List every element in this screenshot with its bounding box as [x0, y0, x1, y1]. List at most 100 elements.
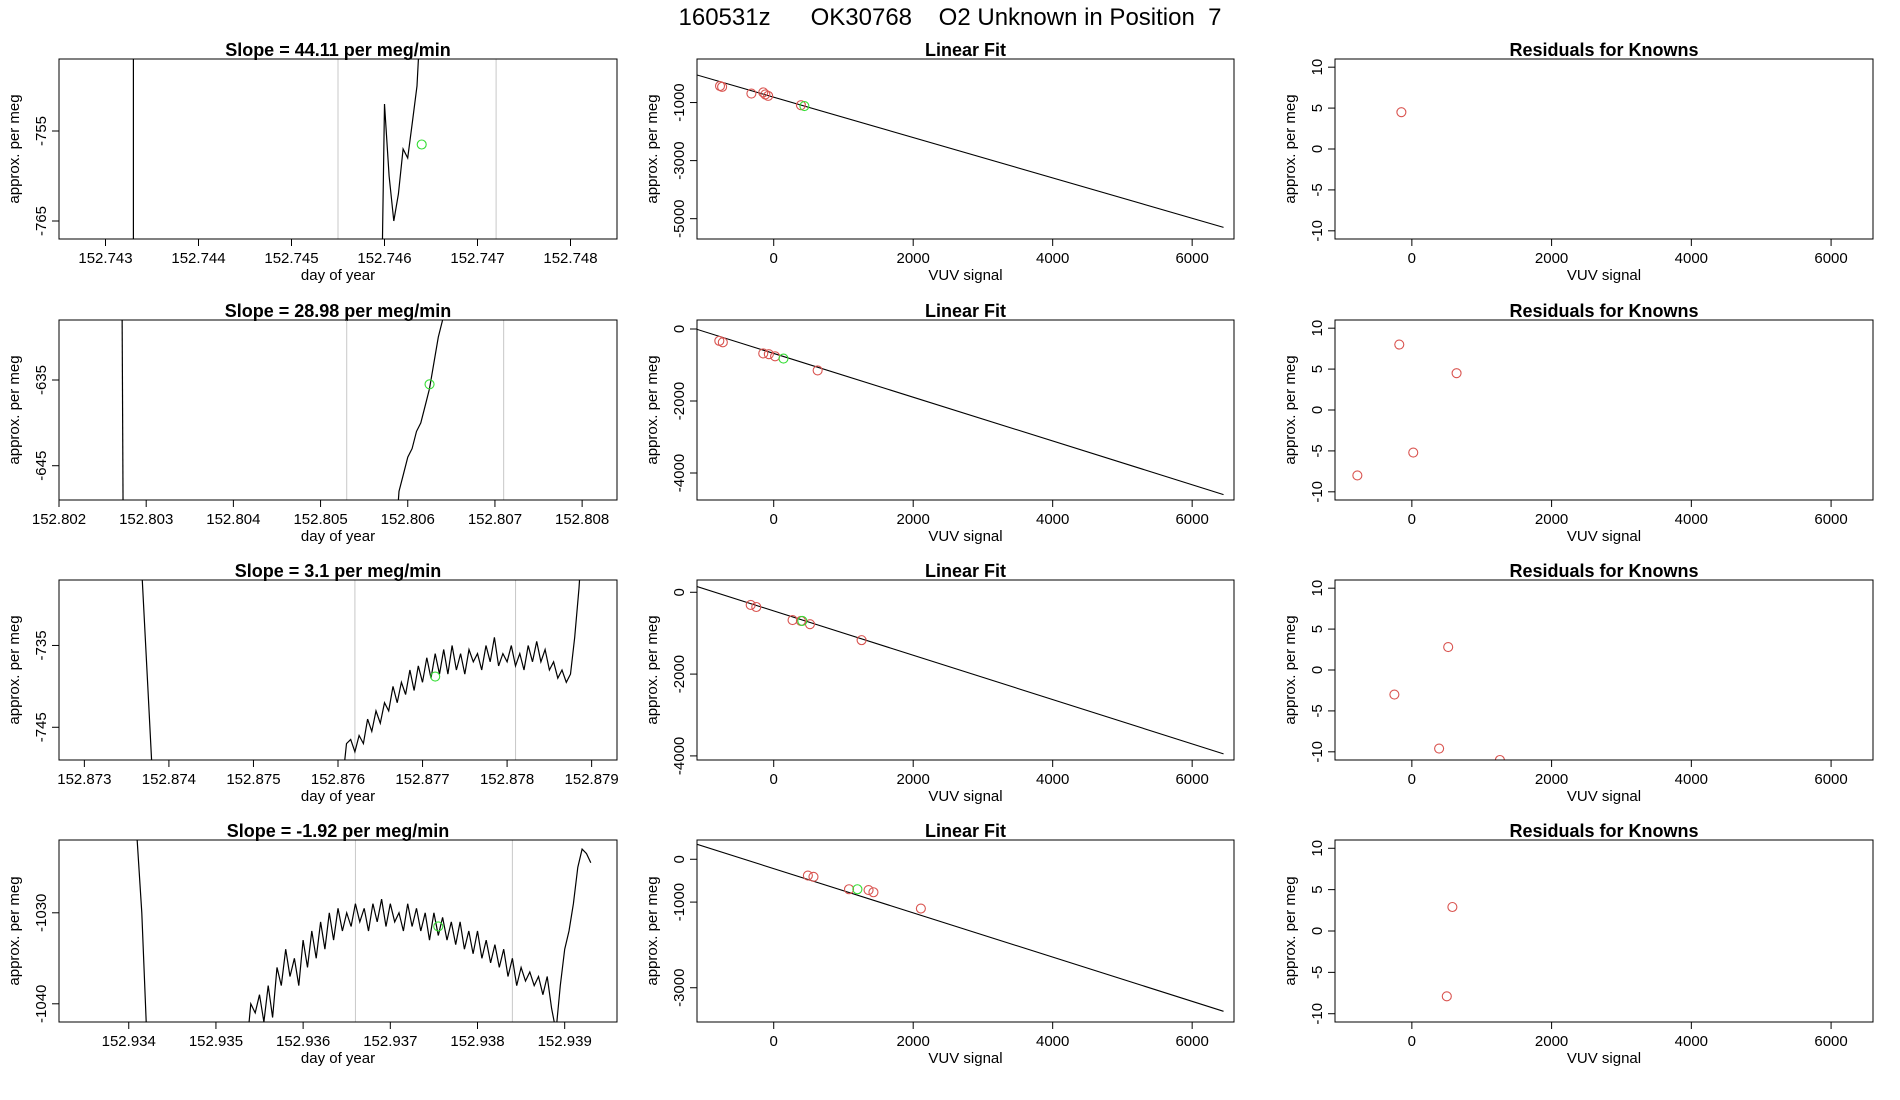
known-point	[758, 348, 769, 359]
y-tick-label: -5	[1309, 444, 1326, 457]
y-tick-label: -4000	[671, 737, 688, 775]
fit-line	[697, 328, 1224, 496]
panel-title: Linear Fit	[925, 40, 1006, 60]
x-tick-label: 2000	[1535, 250, 1568, 267]
unknown-point	[433, 921, 444, 932]
y-tick-label: 0	[671, 855, 688, 863]
panel-title: Slope = 44.11 per meg/min	[225, 40, 451, 60]
y-axis-label: approx. per meg	[1282, 94, 1299, 203]
plot-area	[1441, 901, 1458, 1002]
y-tick-label: -10	[1309, 220, 1326, 242]
x-tick-label: 152.744	[171, 250, 225, 267]
y-tick-label: 10	[1309, 59, 1326, 76]
known-point	[1352, 470, 1363, 481]
plot-area	[1352, 339, 1462, 481]
x-tick-label: 152.807	[468, 511, 522, 528]
panel-title: Residuals for Knowns	[1509, 301, 1698, 321]
x-tick-label: 152.747	[450, 250, 504, 267]
x-tick-label: 0	[1408, 1033, 1416, 1050]
x-tick-label: 2000	[897, 771, 930, 788]
x-tick-label: 152.743	[78, 250, 132, 267]
x-tick-label: 0	[1408, 511, 1416, 528]
y-axis-label: approx. per meg	[1282, 615, 1299, 724]
y-tick-label: 0	[671, 325, 688, 333]
known-point	[760, 89, 771, 100]
x-tick-label: 0	[1408, 250, 1416, 267]
y-tick-label: -4000	[671, 454, 688, 492]
x-tick-label: 152.939	[538, 1033, 592, 1050]
plot-area	[697, 843, 1224, 1012]
y-tick-label: -5	[1309, 183, 1326, 196]
x-axis-label: day of year	[301, 267, 375, 284]
y-tick-label: 0	[1309, 927, 1326, 935]
known-point	[1447, 901, 1458, 913]
y-tick-label: -1030	[33, 894, 50, 932]
plot-frame	[1334, 58, 1874, 240]
plot-frame	[58, 319, 618, 501]
x-tick-label: 152.938	[450, 1033, 504, 1050]
y-tick-label: 5	[1309, 365, 1326, 373]
panel-title: Residuals for Knowns	[1509, 821, 1698, 841]
y-axis-label: approx. per meg	[1282, 876, 1299, 985]
x-tick-label: 6000	[1175, 250, 1208, 267]
known-point	[751, 601, 762, 613]
fit-line	[697, 74, 1224, 228]
y-axis-label: approx. per meg	[644, 615, 661, 724]
panel-scatter-2-2: Residuals for Knowns 0 2000 4000 6000 10 5 0 -5 -…	[1282, 561, 1874, 805]
known-point	[1434, 743, 1445, 754]
plot-frame	[1334, 579, 1874, 761]
panel-line-2-0: Slope = 3.1 per meg/min 152.873 152.874 152…	[6, 561, 619, 805]
x-axis-label: VUV signal	[928, 528, 1002, 545]
x-tick-label: 4000	[1675, 1033, 1708, 1050]
plot-area	[697, 328, 1224, 496]
x-tick-label: 4000	[1675, 771, 1708, 788]
x-tick-label: 152.803	[119, 511, 173, 528]
x-tick-label: 4000	[1675, 511, 1708, 528]
x-tick-label: 152.877	[395, 771, 449, 788]
known-point	[915, 903, 926, 914]
panel-title: Slope = 28.98 per meg/min	[225, 301, 452, 321]
plot-area	[1389, 642, 1505, 760]
plot-frame	[696, 319, 1235, 501]
x-tick-label: 6000	[1814, 250, 1847, 267]
y-tick-label: 5	[1309, 104, 1326, 112]
y-tick-label: -3000	[671, 969, 688, 1007]
panel-scatter-3-2: Residuals for Knowns 0 2000 4000 6000 10 5 0 -5 -…	[1282, 821, 1874, 1067]
x-tick-label: 6000	[1175, 1033, 1208, 1050]
x-tick-label: 6000	[1814, 1033, 1847, 1050]
panel-line-3-0: Slope = -1.92 per meg/min 152.934 152.935 1…	[6, 821, 618, 1067]
y-tick-label: 10	[1309, 320, 1326, 337]
panel-title: Residuals for Knowns	[1509, 40, 1698, 60]
x-tick-label: 2000	[897, 250, 930, 267]
y-tick-label: 0	[1309, 145, 1326, 153]
y-tick-label: -745	[33, 712, 50, 742]
data-series-line	[397, 320, 444, 500]
panel-line-0-0: Slope = 44.11 per meg/min 152.743 152.744 1…	[6, 40, 618, 284]
plot-area	[136, 840, 592, 1022]
data-series-line	[381, 59, 420, 239]
unknown-point	[430, 671, 441, 682]
y-axis-label: approx. per meg	[6, 94, 23, 203]
plot-frame	[1334, 839, 1874, 1023]
x-tick-label: 0	[770, 250, 778, 267]
x-tick-label: 152.878	[480, 771, 534, 788]
x-tick-label: 152.802	[32, 511, 86, 528]
y-tick-label: -735	[33, 630, 50, 660]
x-tick-label: 152.748	[543, 250, 597, 267]
y-axis-label: approx. per meg	[6, 355, 23, 464]
x-tick-label: 0	[1408, 771, 1416, 788]
y-tick-label: 10	[1309, 580, 1326, 597]
panel-line-1-0: Slope = 28.98 per meg/min 152.802 152.803 1…	[6, 301, 618, 545]
unknown-point	[852, 884, 863, 895]
y-tick-label: -2000	[671, 382, 688, 420]
x-tick-label: 4000	[1036, 771, 1069, 788]
x-tick-label: 4000	[1036, 511, 1069, 528]
x-axis-label: day of year	[301, 528, 375, 545]
known-point	[1408, 447, 1419, 458]
x-tick-label: 6000	[1814, 511, 1847, 528]
y-tick-label: -635	[33, 365, 50, 395]
panel-title: Linear Fit	[925, 821, 1006, 841]
panel-scatter-1-2: Residuals for Knowns 0 2000 4000 6000 10 5 0 -5 -…	[1282, 301, 1874, 545]
y-tick-label: -2000	[671, 655, 688, 693]
known-point	[763, 90, 774, 101]
